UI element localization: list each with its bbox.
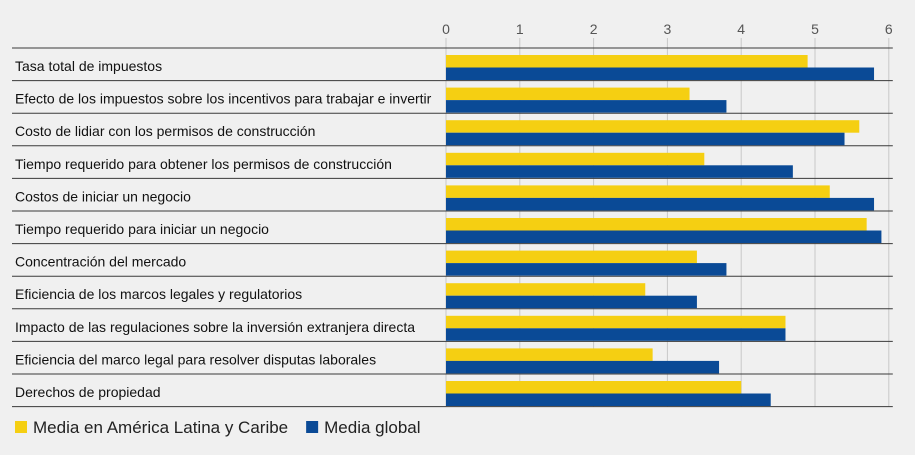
bar-global [446, 197, 875, 211]
bar-global [446, 328, 786, 341]
bar-global [446, 132, 845, 146]
category-label: Eficiencia del marco legal para resolver… [15, 351, 376, 367]
category-label: Tiempo requerido para obtener los permis… [15, 156, 392, 172]
legend: Media en América Latina y Caribe Media gl… [15, 418, 421, 437]
bar-latam [446, 315, 786, 329]
category-label: Costo de lidiar con los permisos de cons… [15, 123, 315, 139]
bar-global [446, 295, 697, 309]
bar-latam [446, 250, 697, 264]
bar-global [446, 100, 727, 113]
bar-global [446, 67, 875, 80]
category-label: Impacto de las regulaciones sobre la inv… [15, 319, 415, 335]
bar-latam [446, 185, 830, 198]
category-label: Costos de iniciar un negocio [15, 188, 191, 204]
bar-latam [446, 283, 646, 296]
category-labels: Tasa total de impuestos Efecto de los imp… [15, 58, 432, 400]
bar-latam [446, 55, 808, 68]
bar-global [446, 165, 793, 178]
x-tick-label: 6 [885, 21, 893, 37]
x-tick-label: 1 [516, 21, 524, 37]
bar-latam [446, 218, 867, 231]
category-label: Eficiencia de los marcos legales y regul… [15, 286, 302, 302]
bar-latam [446, 120, 860, 133]
category-label: Tiempo requerido para iniciar un negocio [15, 221, 269, 237]
x-tick-label: 0 [442, 21, 450, 37]
row-separators [12, 47, 893, 408]
x-tick-label: 2 [590, 21, 598, 37]
bar-latam [446, 381, 742, 394]
bars [446, 55, 882, 406]
legend-label: Media global [324, 418, 420, 437]
x-axis-ticks: 0 1 2 3 4 5 6 [442, 21, 893, 37]
category-label: Tasa total de impuestos [15, 58, 162, 74]
legend-swatch [15, 421, 27, 433]
x-tick-label: 4 [737, 21, 745, 37]
bar-global [446, 360, 720, 374]
x-tick-label: 3 [664, 21, 672, 37]
bar-global [446, 230, 882, 243]
bar-latam [446, 152, 705, 166]
bar-global [446, 393, 771, 406]
category-label: Concentración del mercado [15, 254, 186, 270]
x-tick-label: 5 [811, 21, 819, 37]
legend-swatch [306, 421, 319, 433]
category-label: Efecto de los impuestos sobre los incent… [15, 91, 432, 107]
category-label: Derechos de propiedad [15, 384, 161, 400]
bar-latam [446, 87, 690, 101]
bar-global [446, 263, 727, 276]
legend-label: Media en América Latina y Caribe [33, 418, 288, 437]
bar-latam [446, 348, 653, 361]
